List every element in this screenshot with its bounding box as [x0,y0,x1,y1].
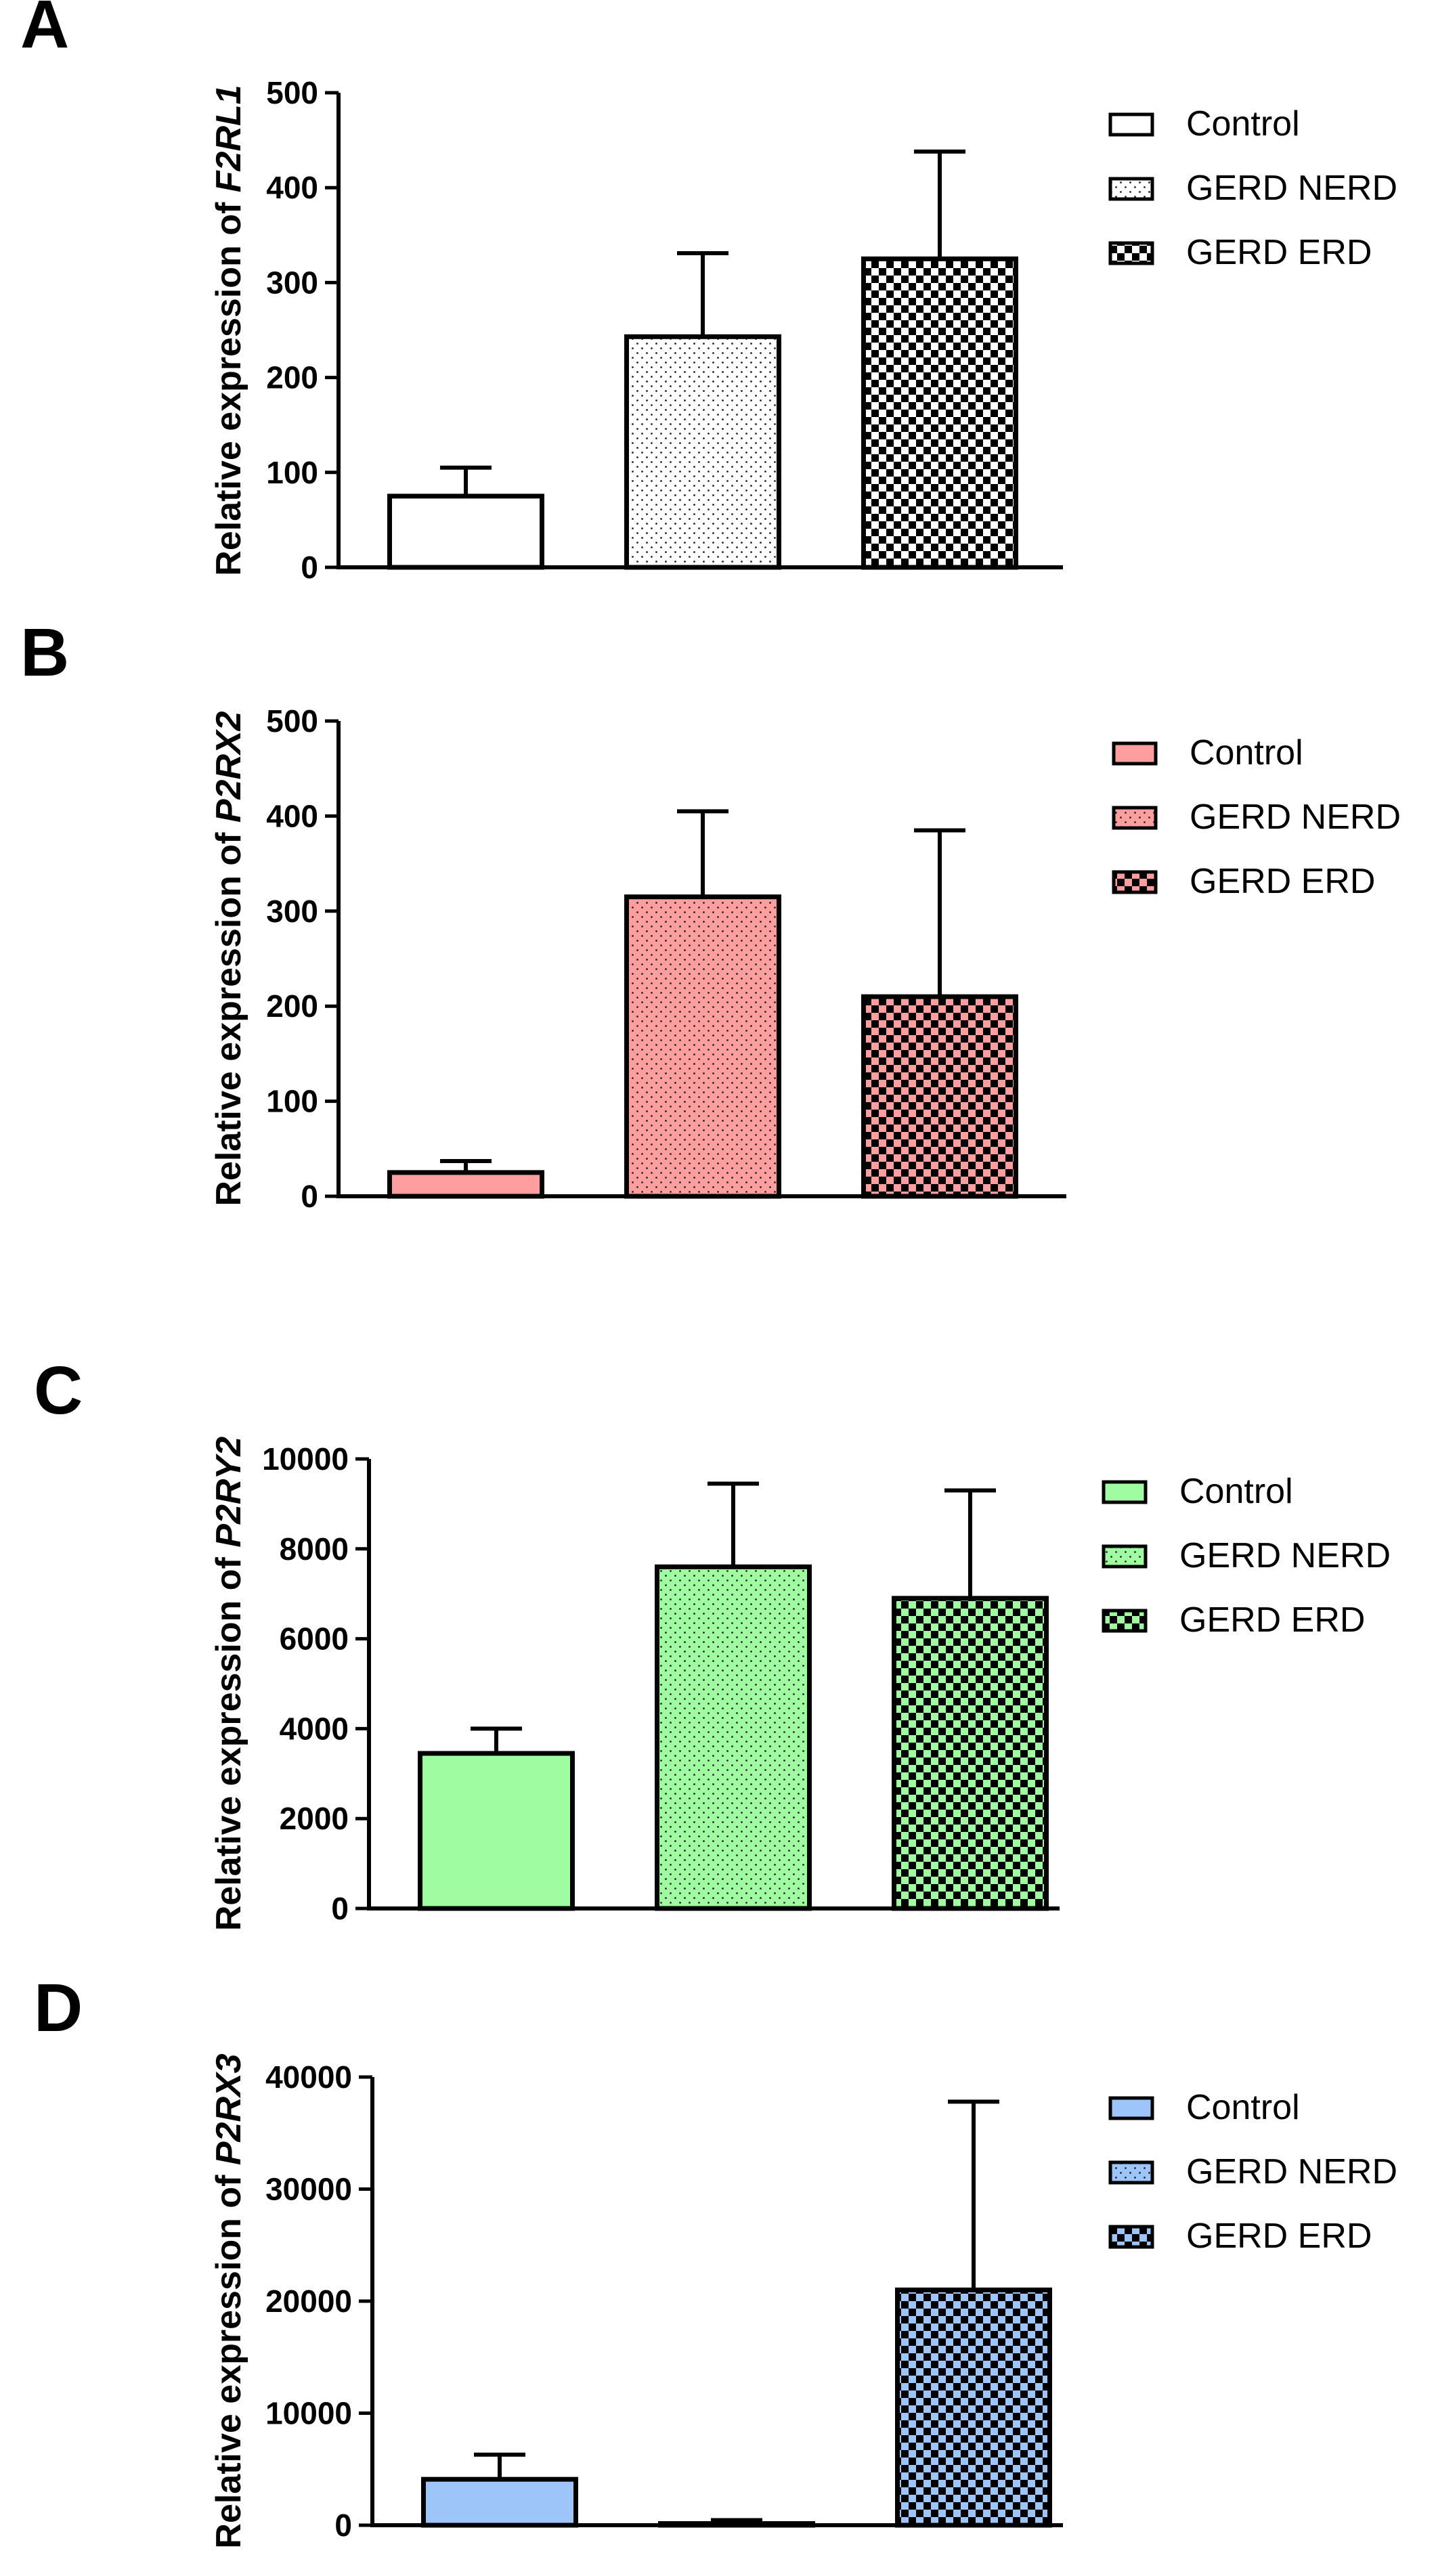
bar-control [387,494,544,570]
y-tick-label: 300 [266,894,318,929]
legend-label: GERD ERD [1179,1600,1365,1640]
bar-gerd-erd [895,2287,1052,2528]
legend-label: GERD NERD [1190,798,1401,837]
y-axis-label-gene: P2RY2 [209,1437,248,1548]
bar-control [387,1170,544,1199]
y-axis-label-prefix: Relative expression of [209,2165,248,2548]
y-axis-label-prefix: Relative expression of [209,1548,248,1931]
y-tick-label: 500 [266,703,318,739]
legend-swatch [1108,112,1154,137]
bar-gerd-nerd [655,1564,812,1911]
legend-label: Control [1186,104,1300,144]
y-tick-label: 8000 [280,1531,349,1567]
y-tick-label: 0 [331,1891,349,1926]
legend-label: GERD ERD [1186,2217,1372,2256]
legend-label: GERD ERD [1190,862,1375,901]
y-axis-label-gene: F2RL1 [209,85,248,192]
y-axis-label: Relative expression of P2RX3 [209,2053,248,2548]
y-axis-label: Relative expression of P2RY2 [209,1437,248,1931]
panel-letter: C [34,1353,83,1428]
legend-label: Control [1186,2088,1300,2127]
y-tick-label: 10000 [262,1441,349,1477]
y-tick-label: 500 [266,75,318,110]
legend-label: GERD NERD [1179,1536,1391,1575]
y-tick-label: 0 [334,2508,352,2543]
legend-swatch [1112,870,1158,894]
legend-label: GERD ERD [1186,233,1372,272]
bar-gerd-erd [861,256,1018,570]
y-axis-label: Relative expression of P2RX2 [209,711,248,1206]
y-tick-label: 2000 [280,1801,349,1836]
y-tick-label: 200 [266,988,318,1024]
panel-letter: B [20,615,69,691]
legend-label: Control [1179,1472,1293,1511]
y-axis-label: Relative expression of F2RL1 [209,85,248,575]
y-tick-label: 400 [266,170,318,205]
legend-swatch [1112,741,1158,766]
chart-panel-a: A 0 100 200 300 400 500 Relative expression of … [20,0,1397,585]
chart-panel-b: B 0 100 200 300 400 500 Relative expression of … [20,615,1401,1214]
bar-gerd-erd [892,1596,1049,1911]
y-tick-label: 400 [266,798,318,833]
legend-label: Control [1190,733,1303,772]
legend-label: GERD NERD [1186,169,1397,208]
bar-control [418,1751,575,1911]
legend-swatch [1102,1544,1148,1569]
bar-control [421,2476,578,2528]
legend-swatch [1108,2096,1154,2120]
y-tick-label: 0 [301,550,318,585]
legend-swatch [1102,1480,1148,1504]
bar-gerd-nerd [624,334,781,570]
legend-swatch [1112,806,1158,830]
y-tick-label: 6000 [280,1621,349,1657]
y-tick-label: 10000 [265,2396,352,2431]
y-tick-label: 0 [301,1179,318,1214]
chart-panel-c: C 0 2000 4000 6000 8000 10000 Relative expressi… [34,1353,1391,1931]
y-tick-label: 4000 [280,1711,349,1746]
bar-gerd-nerd [624,894,781,1199]
y-tick-label: 300 [266,265,318,300]
y-axis-label-gene: P2RX2 [209,711,248,823]
legend-swatch [1102,1609,1148,1633]
y-tick-label: 30000 [265,2172,352,2207]
y-axis-label-gene: P2RX3 [209,2053,248,2165]
y-tick-label: 20000 [265,2284,352,2319]
legend-label: GERD NERD [1186,2152,1397,2191]
legend-swatch [1108,241,1154,265]
panel-letter: A [20,0,69,62]
y-tick-label: 100 [266,455,318,490]
y-tick-label: 100 [266,1084,318,1119]
y-tick-label: 200 [266,360,318,395]
bar-gerd-erd [861,994,1018,1199]
y-tick-label: 40000 [265,2059,352,2095]
y-axis-label-prefix: Relative expression of [209,192,248,575]
legend-swatch [1108,2225,1154,2249]
legend-swatch [1108,177,1154,201]
y-axis-label-prefix: Relative expression of [209,823,248,1206]
legend-swatch [1108,2160,1154,2185]
panel-letter: D [34,1970,83,2046]
bar-gerd-nerd [658,2521,815,2528]
chart-panel-d: D 0 10000 20000 30000 40000 Relative expressio… [34,1970,1397,2549]
